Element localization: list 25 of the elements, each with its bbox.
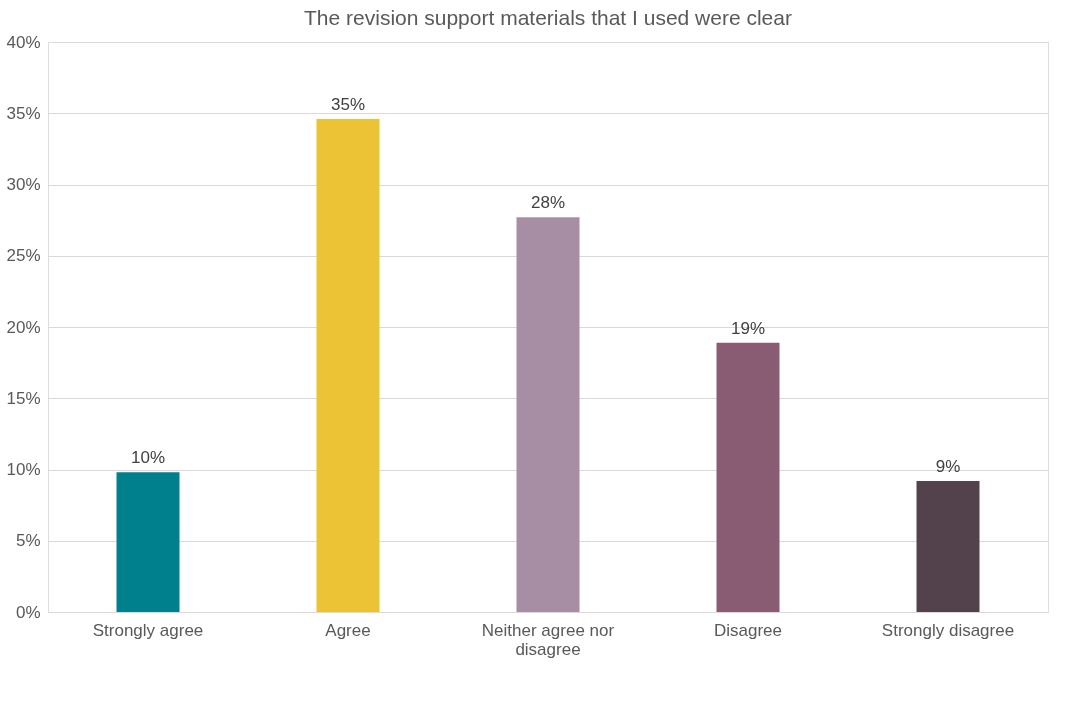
data-label: 35% [330, 94, 366, 114]
x-tick-label: Agree [325, 620, 371, 640]
y-tick-label: 30% [6, 175, 41, 194]
bar [516, 217, 580, 612]
bar [316, 118, 380, 612]
x-tick-label: Strongly disagree [881, 620, 1015, 640]
bar [916, 480, 980, 612]
data-label: 28% [530, 193, 566, 213]
y-tick-label: 15% [6, 388, 41, 408]
x-tick-label: Strongly agree [92, 620, 204, 640]
y-tick-label: 20% [6, 317, 41, 337]
y-tick-label: 25% [6, 246, 41, 266]
bar [716, 342, 780, 612]
y-tick-label: 40% [6, 32, 41, 52]
bar [116, 472, 180, 612]
x-tick-label: Disagree [713, 620, 783, 640]
chart-title: The revision support materials that I used were clear [304, 6, 792, 29]
data-label: 10% [130, 448, 166, 468]
x-tick-label: Neither agree nor disagree [481, 620, 615, 659]
y-tick-label: 5% [15, 531, 41, 551]
y-tick-label: 35% [6, 103, 41, 123]
data-label: 9% [935, 456, 961, 476]
y-tick-label: 10% [6, 460, 41, 479]
data-label: 19% [730, 318, 766, 338]
y-tick-label: 0% [15, 602, 41, 622]
